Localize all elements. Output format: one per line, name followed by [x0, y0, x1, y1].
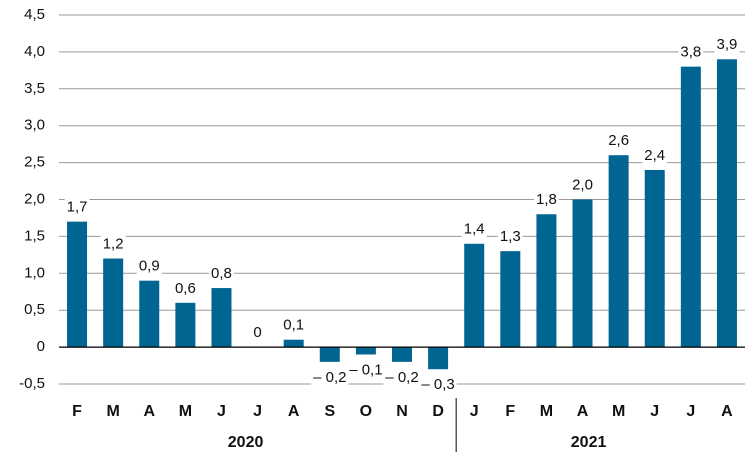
label-bg: [311, 368, 349, 386]
bar: [464, 243, 485, 348]
bar: [680, 66, 701, 348]
value-label: 0,6: [175, 280, 196, 297]
bar: [608, 155, 629, 348]
bar: [283, 339, 304, 348]
bar: [716, 59, 737, 348]
label-bg: [461, 220, 487, 238]
label-bg: [497, 228, 523, 246]
bar: [103, 258, 124, 348]
value-label: 3,9: [717, 36, 738, 53]
group-label: 2021: [571, 434, 607, 451]
x-tick-label: S: [324, 403, 335, 420]
value-label: 1,8: [536, 191, 557, 208]
value-label: – 0,3: [421, 376, 454, 393]
x-tick-label: M: [106, 403, 119, 420]
label-bg: [570, 176, 595, 194]
y-tick-label: 3,0: [24, 117, 45, 134]
value-label: 0,1: [283, 317, 304, 334]
value-label: – 0,1: [349, 361, 382, 378]
y-tick-label: 4,5: [24, 6, 45, 23]
value-label: 2,0: [572, 176, 593, 193]
bar: [572, 199, 593, 348]
x-tick-label: A: [288, 403, 300, 420]
x-tick-label: J: [217, 403, 226, 420]
y-tick-label: 0: [37, 338, 45, 355]
x-tick-label: J: [470, 403, 479, 420]
bar: [428, 347, 449, 370]
bar: [644, 169, 665, 348]
value-label: 3,8: [680, 44, 701, 61]
x-tick-label: J: [253, 403, 262, 420]
value-label: – 0,2: [385, 369, 418, 386]
label-bg: [383, 368, 421, 386]
x-tick-label: M: [612, 403, 625, 420]
x-tick-label: M: [540, 403, 553, 420]
value-label: 1,4: [464, 221, 485, 238]
x-tick-label: F: [505, 403, 515, 420]
y-tick-label: 3,5: [24, 80, 45, 97]
y-tick-label: 2,0: [24, 190, 45, 207]
bar: [319, 347, 340, 362]
value-label: 2,4: [644, 147, 665, 164]
y-tick-label: 2,5: [24, 154, 45, 171]
y-tick-label: 0,5: [24, 301, 45, 318]
label-bg: [533, 191, 559, 209]
value-label: 2,6: [608, 132, 629, 149]
bar: [67, 221, 88, 348]
label-bg: [281, 316, 307, 334]
label-bg: [714, 36, 740, 54]
x-tick-label: J: [650, 403, 659, 420]
value-label: 0,9: [139, 258, 160, 275]
y-tick-label: 1,0: [24, 264, 45, 281]
group-label: 2020: [228, 434, 264, 451]
bar: [139, 280, 160, 348]
value-label: 0,8: [211, 265, 232, 282]
x-tick-label: N: [396, 403, 408, 420]
label-bg: [347, 361, 385, 379]
value-label: 1,7: [67, 199, 88, 216]
value-label: 0: [253, 324, 261, 341]
x-tick-label: A: [143, 403, 155, 420]
y-tick-label: -0,5: [19, 375, 45, 392]
value-label: – 0,2: [313, 369, 346, 386]
x-tick-label: A: [577, 403, 589, 420]
value-label: 1,3: [500, 228, 521, 245]
x-tick-label: O: [360, 403, 372, 420]
x-tick-label: M: [179, 403, 192, 420]
label-bg: [136, 257, 162, 275]
y-tick-label: 4,0: [24, 43, 45, 60]
value-label: 1,2: [103, 236, 124, 253]
x-tick-label: F: [72, 403, 82, 420]
label-bg: [419, 376, 457, 394]
label-bg: [678, 43, 704, 61]
label-bg: [100, 235, 126, 253]
bar: [211, 288, 232, 348]
y-tick-label: 1,5: [24, 227, 45, 244]
bar: [392, 347, 412, 362]
x-tick-label: J: [686, 403, 695, 420]
bar: [355, 347, 376, 355]
bar: [500, 251, 521, 348]
bar: [536, 214, 557, 348]
x-tick-label: A: [721, 403, 733, 420]
label-bg: [209, 265, 234, 283]
x-tick-label: D: [432, 403, 444, 420]
label-bg: [642, 146, 668, 164]
bar: [175, 302, 196, 348]
label-bg: [251, 324, 264, 342]
label-bg: [64, 198, 90, 216]
label-bg: [172, 279, 198, 297]
label-bg: [606, 132, 632, 150]
